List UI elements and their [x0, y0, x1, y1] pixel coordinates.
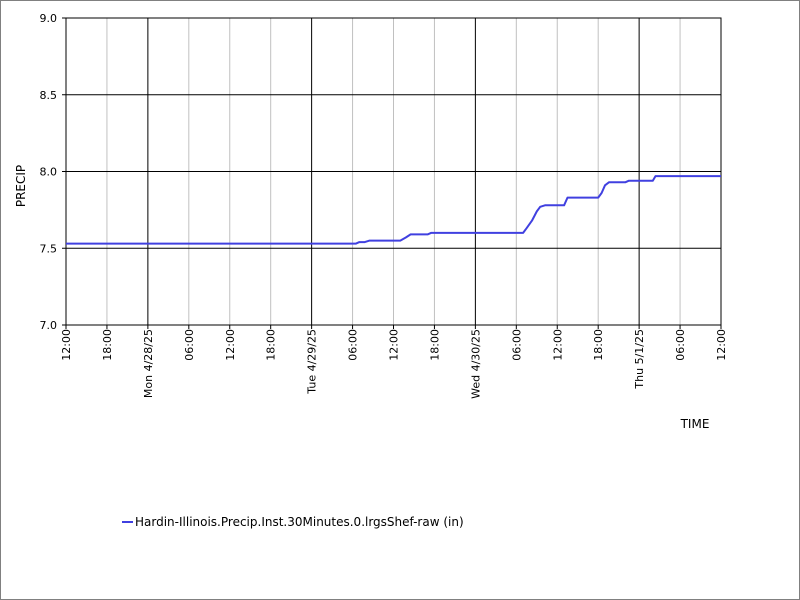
- y-tick-label: 9.0: [40, 12, 58, 25]
- y-tick-label: 7.5: [40, 242, 58, 255]
- x-tick-label: 18:00: [592, 329, 605, 361]
- x-tick-label: Wed 4/30/25: [469, 329, 482, 399]
- x-tick-label: 18:00: [428, 329, 441, 361]
- y-axis-title: PRECIP: [14, 165, 28, 207]
- x-tick-label: 12:00: [551, 329, 564, 361]
- x-tick-label: Mon 4/28/25: [142, 329, 155, 398]
- x-axis-ticks: 12:00 18:00 Mon 4/28/25 06:00 12:00 18:00 Tue …: [60, 325, 728, 399]
- series-layer: [66, 175, 721, 245]
- x-tick-label: 12:00: [60, 329, 73, 361]
- series-line-0: [66, 175, 721, 245]
- x-tick-label: 12:00: [224, 329, 237, 361]
- x-tick-label: 06:00: [510, 329, 523, 361]
- legend-label: Hardin-Illinois.Precip.Inst.30Minutes.0.…: [135, 515, 464, 529]
- x-tick-label: 18:00: [265, 329, 278, 361]
- x-tick-label: 06:00: [183, 329, 196, 361]
- x-tick-label: 06:00: [674, 329, 687, 361]
- y-tick-label: 8.5: [40, 89, 58, 102]
- y-tick-label: 8.0: [40, 166, 58, 179]
- x-axis-title: TIME: [680, 417, 710, 431]
- y-tick-label: 7.0: [40, 319, 58, 332]
- x-tick-label: 12:00: [715, 329, 728, 361]
- x-tick-label: 12:00: [388, 329, 401, 361]
- y-axis-ticks: 7.0 7.5 8.0 8.5 9.0: [40, 12, 66, 332]
- legend: Hardin-Illinois.Precip.Inst.30Minutes.0.…: [122, 515, 464, 529]
- x-tick-label: 06:00: [347, 329, 360, 361]
- x-tick-label: 18:00: [101, 329, 114, 361]
- x-tick-label: Tue 4/29/25: [306, 329, 319, 395]
- x-tick-label: Thu 5/1/25: [633, 329, 646, 390]
